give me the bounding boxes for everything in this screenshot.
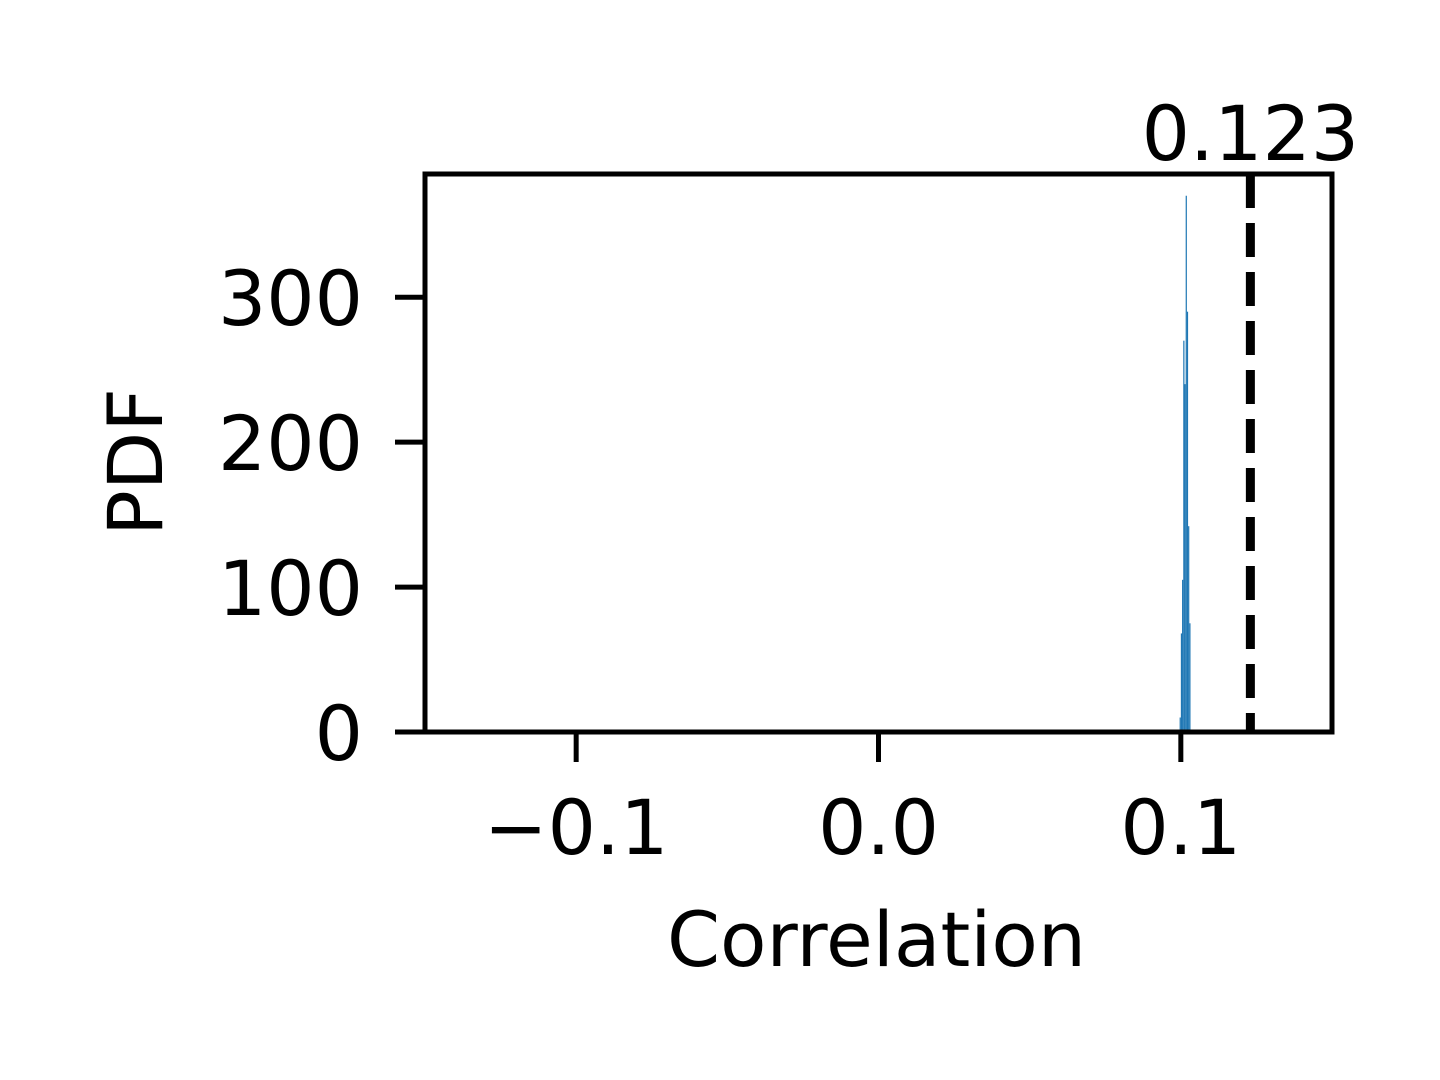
histogram-bars — [1179, 195, 1191, 733]
x-tick-label: 0.1 — [1120, 783, 1241, 872]
histogram-bar — [1188, 526, 1190, 732]
x-axis-ticks: −0.1 0.0 0.1 — [484, 732, 1241, 872]
histogram-bar — [1186, 311, 1189, 732]
y-axis-label: PDF — [91, 388, 180, 536]
histogram-bar — [1179, 717, 1181, 732]
histogram-bar — [1183, 340, 1185, 732]
reference-line-label: 0.123 — [1142, 89, 1360, 178]
x-tick-label: −0.1 — [484, 783, 669, 872]
y-tick-label: 0 — [315, 689, 363, 778]
histogram-bar — [1185, 195, 1187, 733]
x-tick-label: 0.0 — [818, 783, 939, 872]
histogram-bar — [1180, 633, 1183, 732]
reference-line-group: 0.123 — [1142, 89, 1360, 732]
y-tick-label: 100 — [218, 544, 363, 633]
histogram-bar — [1184, 384, 1186, 732]
x-axis-label: Correlation — [667, 895, 1086, 984]
histogram-bar — [1189, 623, 1191, 732]
y-axis-ticks: 0 100 200 300 — [218, 254, 425, 778]
y-tick-label: 300 — [218, 254, 363, 343]
histogram-bar — [1182, 579, 1184, 732]
y-tick-label: 200 — [218, 399, 363, 488]
